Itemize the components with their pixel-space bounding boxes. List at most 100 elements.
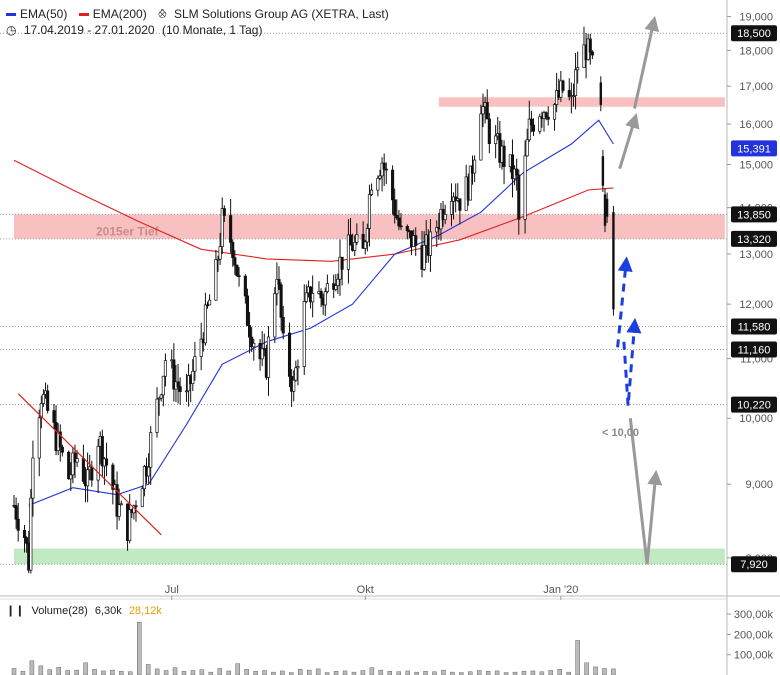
- candle-body: [399, 225, 403, 228]
- candle: [191, 359, 195, 392]
- volume-bar: [602, 668, 607, 675]
- candle-body: [58, 431, 62, 448]
- candle-body: [370, 189, 374, 195]
- y-tick-label: 15,000: [739, 159, 773, 171]
- candle-body: [46, 390, 50, 411]
- volume-average: 28,12k: [128, 605, 162, 617]
- candle-body: [384, 168, 388, 171]
- candle-body: [248, 325, 252, 338]
- chart-legend: EMA(50) EMA(200) ⨶ SLM Solutions Group A…: [6, 6, 397, 23]
- zone-label: 2015er Tief: [96, 224, 159, 238]
- candle-body: [449, 201, 454, 215]
- candle: [588, 33, 592, 65]
- candle-body: [159, 394, 163, 399]
- candle-body: [22, 529, 27, 539]
- volume-bar: [557, 669, 562, 675]
- candle: [487, 112, 491, 154]
- candle: [517, 169, 521, 235]
- volume-bar: [226, 670, 231, 675]
- candle: [355, 223, 359, 246]
- candle: [155, 387, 159, 438]
- candle: [140, 485, 144, 508]
- candle: [527, 100, 531, 142]
- candle: [399, 213, 403, 231]
- candle: [378, 169, 382, 181]
- candle-body: [69, 474, 73, 480]
- candle: [574, 53, 578, 110]
- candle-body: [266, 336, 271, 378]
- candle-body: [111, 464, 115, 490]
- candle-body: [199, 338, 203, 357]
- candle-body: [395, 215, 399, 219]
- volume-bar: [56, 667, 61, 675]
- volume-bar: [423, 671, 428, 675]
- candle-body: [41, 394, 45, 404]
- candle-body: [104, 458, 109, 466]
- candle-body: [428, 231, 432, 256]
- volume-bar: [74, 669, 79, 675]
- candle: [81, 444, 85, 484]
- volume-bar: [11, 668, 17, 675]
- candle-body: [529, 118, 533, 126]
- volume-bar: [38, 665, 44, 675]
- candle: [229, 198, 233, 254]
- ema200-label: EMA(200): [92, 7, 147, 21]
- candle: [134, 500, 138, 522]
- candle-body: [273, 293, 277, 338]
- ema50-legend[interactable]: EMA(50): [6, 7, 71, 21]
- volume-bar: [289, 672, 294, 675]
- candle-body: [393, 199, 397, 216]
- candle-body: [458, 198, 462, 211]
- candle: [29, 489, 33, 574]
- candle: [214, 249, 218, 301]
- candle-body: [96, 445, 100, 481]
- candle: [96, 438, 100, 494]
- candle: [370, 183, 374, 197]
- volume-bar: [450, 671, 455, 675]
- candle-body: [16, 518, 20, 531]
- level-badge: [731, 25, 777, 42]
- y-tick-label: 10,000: [739, 413, 773, 425]
- candle-body: [348, 234, 353, 246]
- volume-bar: [101, 670, 106, 675]
- candle-body: [67, 451, 71, 480]
- candle: [561, 79, 565, 93]
- candle: [119, 500, 123, 506]
- candle: [367, 184, 371, 247]
- candle-body: [71, 452, 75, 476]
- volume-legend: ❙❙ Volume(28) 6,30k 28,12k: [6, 603, 166, 619]
- candle-body: [184, 390, 189, 393]
- candle-body: [115, 484, 119, 517]
- candle: [128, 494, 132, 544]
- candle: [414, 227, 418, 256]
- candle-body: [117, 504, 121, 517]
- volume-bar: [145, 664, 151, 675]
- candle-body: [590, 51, 594, 56]
- ema200-line: [13, 159, 614, 262]
- candle: [304, 284, 308, 304]
- candle: [529, 110, 533, 133]
- instrument-name: SLM Solutions Group AG (XETRA, Last): [173, 7, 389, 21]
- candle-body: [86, 469, 90, 487]
- candle: [277, 266, 281, 290]
- candle-body: [552, 104, 557, 120]
- candle: [449, 183, 454, 227]
- candle: [348, 217, 353, 246]
- projection-arrow-gray-low: [628, 418, 663, 565]
- candle-body: [216, 258, 220, 261]
- candle-icon: ⨶: [158, 9, 167, 21]
- volume-bar: [405, 670, 410, 675]
- candle: [422, 231, 426, 271]
- candle: [531, 118, 536, 137]
- candle: [454, 183, 458, 213]
- candle-body: [75, 458, 79, 463]
- x-tick-label: Okt: [357, 584, 374, 596]
- volume-bar: [190, 670, 196, 675]
- volume-bar: [512, 671, 518, 675]
- candle: [319, 288, 323, 308]
- candle-body: [260, 348, 264, 360]
- candle-body: [494, 135, 498, 145]
- candle: [380, 157, 384, 192]
- candle: [205, 301, 210, 309]
- ema200-legend[interactable]: EMA(200): [78, 7, 151, 21]
